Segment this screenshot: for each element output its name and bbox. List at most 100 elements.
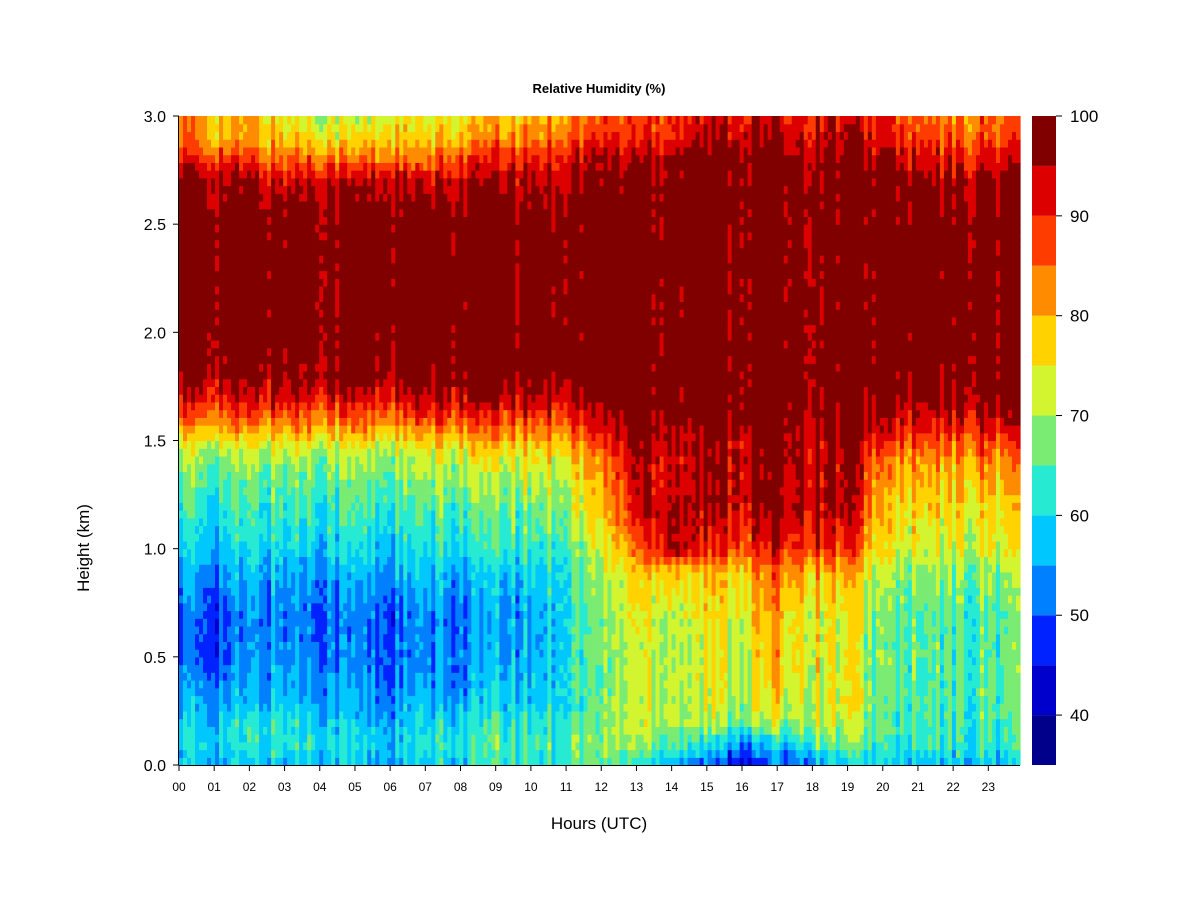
heatmap-cell [395,595,400,604]
heatmap-cell [203,625,208,635]
heatmap-cell [255,463,260,473]
heatmap-cell [343,193,348,202]
heatmap-cell [239,726,244,735]
heatmap-cell [299,301,304,310]
heatmap-cell [319,656,324,666]
heatmap-cell [391,595,396,604]
heatmap-cell [383,208,388,218]
heatmap-cell [215,193,220,202]
heatmap-cell [227,340,232,349]
heatmap-cell [179,656,184,666]
heatmap-cell [319,324,324,333]
heatmap-cell [323,239,328,248]
heatmap-cell [387,316,392,326]
heatmap-cell [247,401,252,411]
heatmap-cell [339,177,344,187]
heatmap-cell [263,564,268,573]
heatmap-cell [367,680,372,689]
heatmap-cell [255,726,260,735]
heatmap-cell [363,417,368,426]
heatmap-cell [367,656,372,666]
heatmap-cell [239,146,244,156]
heatmap-cell [315,494,320,503]
heatmap-cell [227,208,232,218]
heatmap-cell [359,633,364,642]
heatmap-cell [391,146,396,156]
heatmap-cell [343,610,348,619]
heatmap-cell [243,695,248,704]
heatmap-cell [287,579,292,588]
heatmap-cell [351,734,356,743]
heatmap-cell [291,540,296,550]
heatmap-cell [231,463,236,473]
heatmap-cell [223,479,228,488]
heatmap-cell [227,579,232,588]
heatmap-cell [227,649,232,658]
heatmap-cell [279,301,284,310]
heatmap-cell [295,123,300,133]
heatmap-cell [323,316,328,326]
heatmap-cell [299,154,304,163]
heatmap-cell [243,216,248,225]
heatmap-cell [235,316,240,326]
heatmap-cell [407,664,412,673]
heatmap-cell [179,224,184,233]
heatmap-cell [243,193,248,202]
heatmap-cell [315,618,320,627]
heatmap-cell [251,479,256,488]
heatmap-cell [199,463,204,473]
heatmap-cell [399,301,404,310]
heatmap-cell [183,170,188,179]
heatmap-cell [223,726,228,735]
heatmap-cell [315,355,320,364]
heatmap-cell [407,471,412,480]
heatmap-cell [183,324,188,333]
heatmap-cell [251,309,256,318]
heatmap-cell [307,680,312,689]
heatmap-cell [295,525,300,534]
heatmap-cell [227,363,232,372]
heatmap-cell [383,440,388,449]
heatmap-cell [395,587,400,596]
heatmap-cell [231,726,236,735]
heatmap-cell [319,177,324,187]
heatmap-cell [219,355,224,364]
heatmap-cell [327,602,332,612]
heatmap-cell [307,556,312,565]
heatmap-cell [375,703,380,712]
heatmap-cell [187,510,192,519]
heatmap-cell [347,131,352,140]
heatmap-cell [395,425,400,434]
heatmap-cell [347,432,352,442]
heatmap-cell [399,293,404,303]
heatmap-cell [303,185,308,194]
heatmap-cell [207,440,212,449]
heatmap-cell [219,262,224,272]
heatmap-cell [339,734,344,743]
heatmap-cell [299,239,304,248]
heatmap-cell [195,185,200,194]
heatmap-cell [331,664,336,673]
heatmap-cell [407,625,412,635]
heatmap-cell [211,162,216,171]
heatmap-cell [383,139,388,148]
heatmap-cell [311,417,316,426]
heatmap-cell [371,347,376,357]
heatmap-cell [351,656,356,666]
heatmap-cell [259,255,264,264]
heatmap-cell [383,726,388,735]
heatmap-cell [191,193,196,202]
heatmap-cell [367,301,372,310]
heatmap-cell [375,177,380,187]
heatmap-cell [347,146,352,156]
heatmap-cell [191,216,196,225]
heatmap-cell [395,502,400,511]
heatmap-cell [351,285,356,295]
heatmap-cell [311,154,316,163]
heatmap-cell [363,162,368,171]
heatmap-cell [331,409,336,418]
heatmap-cell [223,502,228,511]
heatmap-cell [335,370,340,380]
heatmap-cell [255,432,260,442]
heatmap-cell [247,741,252,751]
